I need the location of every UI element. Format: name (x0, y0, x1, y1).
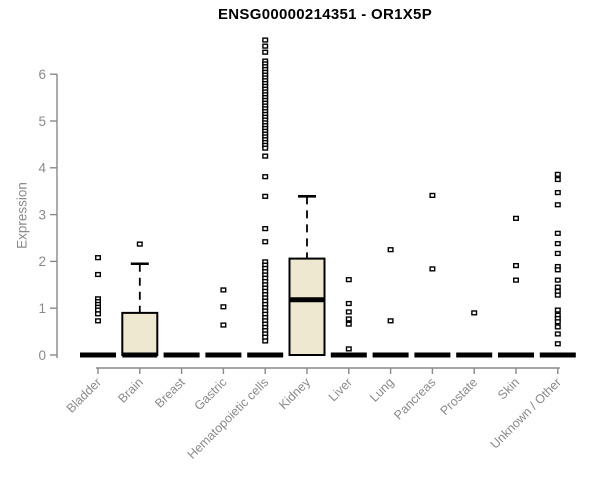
outlier-point (220, 322, 227, 328)
outlier-point (554, 277, 561, 283)
outlier-point (554, 319, 561, 325)
zero-bar (539, 352, 576, 358)
x-tick-label: Liver (326, 375, 355, 404)
y-tick-label: 1 (38, 301, 46, 316)
x-tick-label: Hematopoietic cells (185, 375, 272, 462)
outlier-point (262, 37, 269, 43)
outlier-point (429, 266, 436, 272)
outlier-point (387, 318, 394, 324)
outlier-point (554, 284, 561, 290)
outlier-point (345, 300, 352, 307)
x-tick-label: Prostate (437, 375, 480, 418)
x-tick-label: Gastric (192, 375, 230, 413)
y-tick-label: 6 (38, 67, 46, 82)
zero-bar (205, 352, 242, 358)
y-tick-label: 5 (38, 114, 46, 129)
x-tick-label: Brain (115, 375, 146, 406)
outlier-point (554, 190, 561, 196)
outlier-point (262, 153, 269, 159)
outlier-point (554, 171, 561, 177)
outlier-point (554, 341, 561, 347)
outlier-point (513, 277, 520, 283)
zero-bar (247, 352, 284, 358)
outlier-point (554, 324, 561, 330)
outlier-point (262, 43, 269, 49)
outlier-point (262, 49, 269, 55)
x-tick-label: Breast (152, 375, 188, 411)
outlier-point (554, 230, 561, 236)
outlier-point (220, 304, 227, 310)
outlier-point (471, 310, 478, 316)
y-tick-label: 0 (38, 348, 46, 363)
outlier-point (554, 292, 561, 298)
outlier-point (513, 215, 520, 221)
outlier-point (262, 145, 269, 151)
outlier-point (345, 346, 352, 352)
y-tick-label: 3 (38, 207, 46, 222)
zero-bar (330, 352, 367, 358)
outlier-point (345, 321, 352, 327)
y-tick-label: 2 (38, 254, 46, 269)
box (121, 311, 159, 357)
outlier-point (554, 202, 561, 208)
chart-title: ENSG00000214351 - OR1X5P (218, 6, 432, 23)
x-tick-label: Skin (495, 375, 522, 402)
outlier-point (262, 193, 269, 199)
x-tick-label: Kidney (276, 375, 313, 412)
outlier-point (554, 241, 561, 247)
outlier-point (429, 192, 436, 199)
outlier-point (94, 255, 101, 261)
x-tick-label: Unknown / Other (488, 375, 564, 451)
outlier-point (220, 287, 227, 293)
zero-bar (456, 352, 493, 358)
zero-bar (414, 352, 451, 358)
zero-bar (498, 352, 534, 358)
outlier-point (345, 309, 352, 315)
outlier-point (345, 277, 352, 283)
outlier-point (94, 271, 101, 278)
zero-bar (163, 352, 200, 358)
outlier-point (554, 267, 561, 273)
outlier-point (554, 307, 561, 313)
outlier-point (262, 338, 269, 344)
zero-bar (80, 352, 116, 358)
outlier-point (262, 239, 269, 245)
outlier-point (94, 311, 101, 317)
outlier-point (262, 174, 269, 180)
x-tick-label: Pancreas (391, 375, 438, 422)
outlier-point (136, 241, 143, 247)
outlier-point (513, 263, 520, 269)
x-tick-label: Lung (367, 375, 397, 405)
box (288, 257, 326, 357)
outlier-point (345, 316, 352, 322)
outlier-point (554, 176, 561, 183)
outlier-point (94, 318, 101, 324)
outlier-point (262, 226, 269, 232)
zero-bar (372, 352, 409, 358)
outlier-point (387, 247, 394, 253)
y-tick-label: 4 (38, 161, 46, 176)
outlier-point (554, 250, 561, 257)
x-tick-label: Bladder (64, 375, 104, 415)
outlier-point (554, 331, 561, 337)
